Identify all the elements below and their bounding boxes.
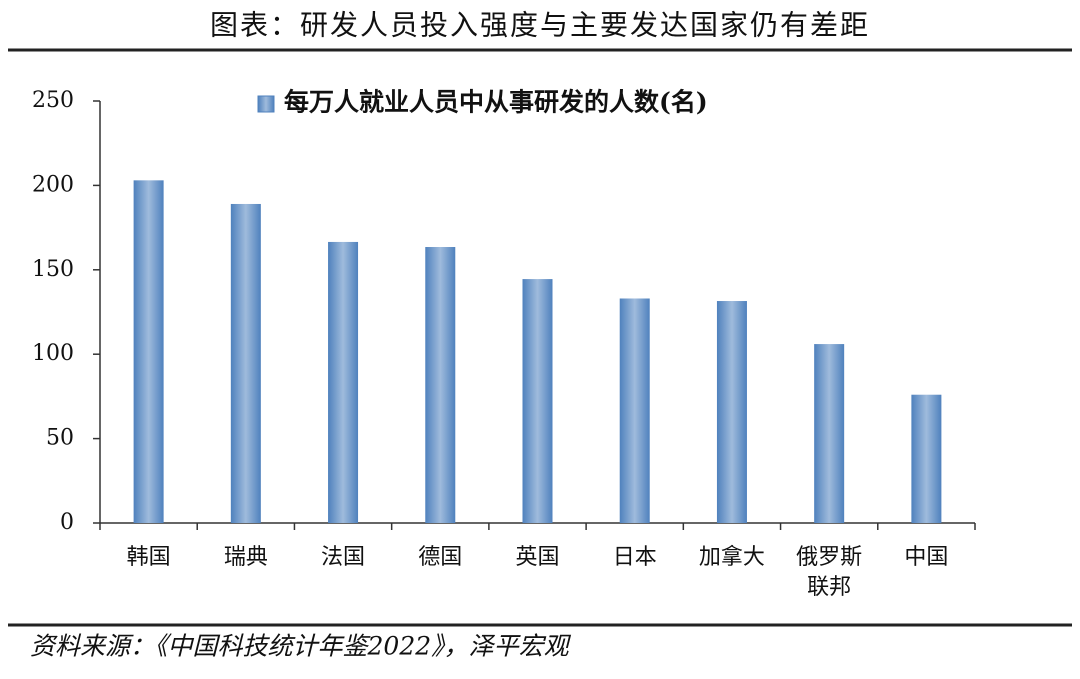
y-tick-label: 0 bbox=[60, 510, 74, 535]
x-tick-label: 韩国 bbox=[126, 545, 171, 570]
y-tick-label: 150 bbox=[32, 257, 74, 282]
bar bbox=[814, 344, 845, 523]
bar bbox=[328, 241, 359, 523]
page-title: 图表：研发人员投入强度与主要发达国家仍有差距 bbox=[210, 9, 870, 42]
y-tick-label: 100 bbox=[32, 341, 74, 366]
bar bbox=[425, 247, 456, 523]
bar bbox=[230, 203, 261, 523]
y-tick-label: 200 bbox=[32, 172, 74, 197]
legend-swatch bbox=[257, 95, 275, 113]
bar bbox=[522, 279, 553, 523]
source: 资料来源：《中国科技统计年鉴2022》，泽平宏观 bbox=[30, 632, 572, 661]
y-tick-label: 50 bbox=[46, 426, 74, 451]
x-tick-label: 日本 bbox=[612, 545, 657, 570]
x-tick-label: 中国 bbox=[904, 545, 949, 570]
y-tick-label: 250 bbox=[32, 88, 74, 113]
x-tick-label: 德国 bbox=[418, 545, 463, 570]
bar bbox=[716, 301, 747, 523]
x-tick-label: 瑞典 bbox=[223, 545, 268, 570]
x-tick-label: 加拿大 bbox=[698, 545, 765, 570]
x-tick-label: 俄罗斯联邦 bbox=[796, 545, 863, 600]
bar bbox=[911, 394, 942, 523]
bar bbox=[133, 180, 164, 523]
legend-label: 每万人就业人员中从事研发的人数(名) bbox=[284, 88, 708, 117]
bar bbox=[619, 298, 650, 523]
x-tick-label: 法国 bbox=[321, 545, 366, 570]
x-tick-label: 英国 bbox=[515, 545, 560, 570]
